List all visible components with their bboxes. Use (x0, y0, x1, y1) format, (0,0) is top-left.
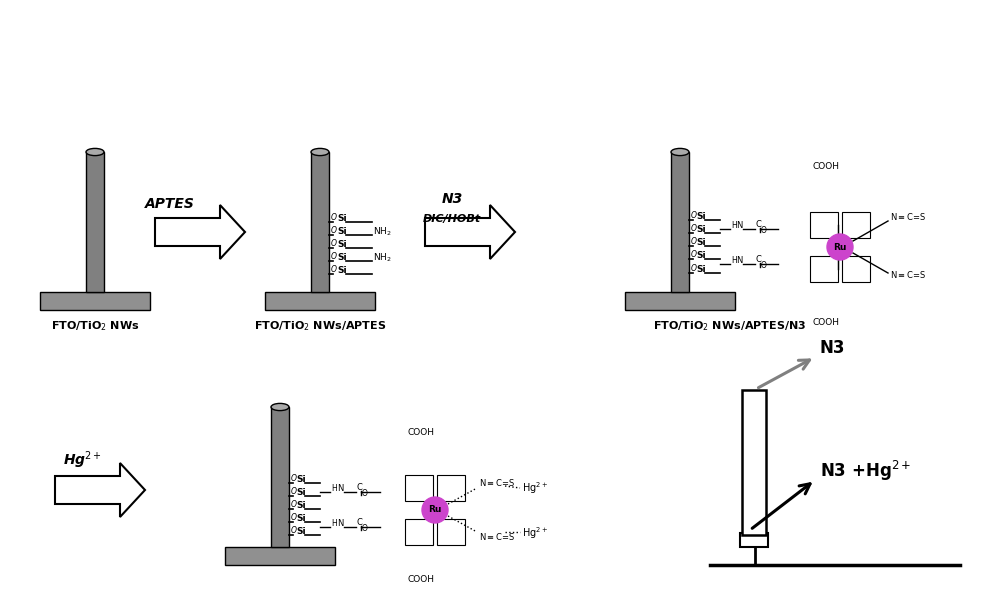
Text: N$\equiv$C=S: N$\equiv$C=S (479, 477, 515, 488)
Text: Ru: Ru (833, 243, 847, 252)
Text: O: O (690, 211, 696, 220)
Text: O: O (330, 213, 336, 222)
Text: O: O (290, 487, 296, 496)
Text: Si: Si (296, 527, 306, 536)
Bar (311, 152, 329, 292)
Text: N: N (337, 518, 343, 528)
Text: O: O (690, 224, 696, 233)
Text: Si: Si (296, 475, 306, 484)
Text: Si: Si (296, 514, 306, 523)
Text: Si: Si (338, 227, 347, 236)
Text: H: H (731, 221, 737, 230)
Text: Si: Si (338, 240, 347, 249)
Bar (842, 256, 870, 282)
Text: H: H (731, 256, 737, 265)
Text: O: O (290, 513, 296, 522)
Text: DIC/HOBt: DIC/HOBt (423, 214, 481, 224)
Text: N$\equiv$C=S: N$\equiv$C=S (890, 211, 926, 222)
Text: Si: Si (338, 214, 347, 223)
Text: N$\equiv$C=S: N$\equiv$C=S (479, 531, 515, 542)
Text: COOH: COOH (408, 428, 434, 437)
Ellipse shape (671, 148, 689, 156)
Text: COOH: COOH (812, 162, 840, 171)
Text: Si: Si (338, 253, 347, 262)
Bar (225, 547, 335, 565)
Bar (625, 292, 735, 310)
Text: FTO/TiO$_2$ NWs: FTO/TiO$_2$ NWs (51, 319, 139, 333)
Text: H: H (331, 484, 337, 493)
Bar (742, 390, 766, 535)
Bar (271, 407, 289, 547)
Text: APTES: APTES (145, 197, 195, 211)
Ellipse shape (86, 148, 104, 156)
Ellipse shape (271, 403, 289, 411)
Bar (810, 256, 838, 282)
Text: N$\equiv$C=S: N$\equiv$C=S (890, 269, 926, 280)
Text: C: C (756, 220, 761, 229)
Text: Hg$^{2+}$: Hg$^{2+}$ (522, 525, 548, 541)
Text: O: O (690, 264, 696, 273)
Text: N3 +Hg$^{2+}$: N3 +Hg$^{2+}$ (820, 459, 911, 483)
Text: O: O (330, 252, 336, 261)
Text: O: O (290, 474, 296, 483)
Text: N3: N3 (441, 192, 463, 206)
Text: C: C (356, 483, 362, 492)
Text: O: O (690, 250, 696, 259)
Text: H: H (331, 519, 337, 528)
Circle shape (827, 234, 853, 260)
Text: Hg$^{2+}$: Hg$^{2+}$ (522, 480, 548, 496)
Polygon shape (425, 205, 515, 259)
Text: O: O (362, 489, 367, 498)
Text: O: O (330, 265, 336, 274)
Text: Si: Si (696, 251, 706, 260)
Text: NH$_2$: NH$_2$ (373, 225, 392, 237)
Text: Si: Si (696, 225, 706, 234)
Bar (265, 292, 375, 310)
Text: Ru: Ru (428, 506, 442, 515)
Text: N3: N3 (820, 339, 845, 357)
Text: O: O (330, 226, 336, 235)
Text: Si: Si (696, 265, 706, 274)
Circle shape (422, 497, 448, 523)
Bar (671, 152, 689, 292)
Text: O: O (690, 237, 696, 246)
Text: Si: Si (696, 238, 706, 247)
Bar (740, 533, 768, 547)
Text: FTO/TiO$_2$ NWs/APTES: FTO/TiO$_2$ NWs/APTES (254, 319, 386, 333)
Bar (405, 519, 433, 545)
Text: Si: Si (296, 501, 306, 510)
Text: Hg$^{2+}$: Hg$^{2+}$ (63, 449, 101, 471)
Text: O: O (761, 261, 766, 270)
Polygon shape (155, 205, 245, 259)
Text: COOH: COOH (812, 318, 840, 327)
Bar (842, 212, 870, 238)
Text: O: O (362, 524, 367, 533)
Text: N: N (337, 484, 343, 493)
Text: NH$_2$: NH$_2$ (373, 251, 392, 264)
Text: C: C (756, 255, 761, 264)
Text: COOH: COOH (408, 575, 434, 584)
Text: C: C (356, 518, 362, 527)
Text: FTO/TiO$_2$ NWs/APTES/N3: FTO/TiO$_2$ NWs/APTES/N3 (653, 319, 807, 333)
Text: Si: Si (338, 266, 347, 275)
Text: O: O (290, 526, 296, 535)
Bar (86, 152, 104, 292)
Bar (405, 475, 433, 501)
Bar (437, 519, 465, 545)
Polygon shape (55, 463, 145, 517)
Text: N: N (736, 255, 742, 265)
Text: O: O (330, 239, 336, 248)
Bar (810, 212, 838, 238)
Text: Si: Si (696, 212, 706, 221)
Bar (437, 475, 465, 501)
Text: Si: Si (296, 488, 306, 497)
Bar (40, 292, 150, 310)
Text: O: O (290, 500, 296, 509)
Ellipse shape (311, 148, 329, 156)
Text: N: N (736, 221, 742, 230)
Text: O: O (761, 226, 766, 235)
